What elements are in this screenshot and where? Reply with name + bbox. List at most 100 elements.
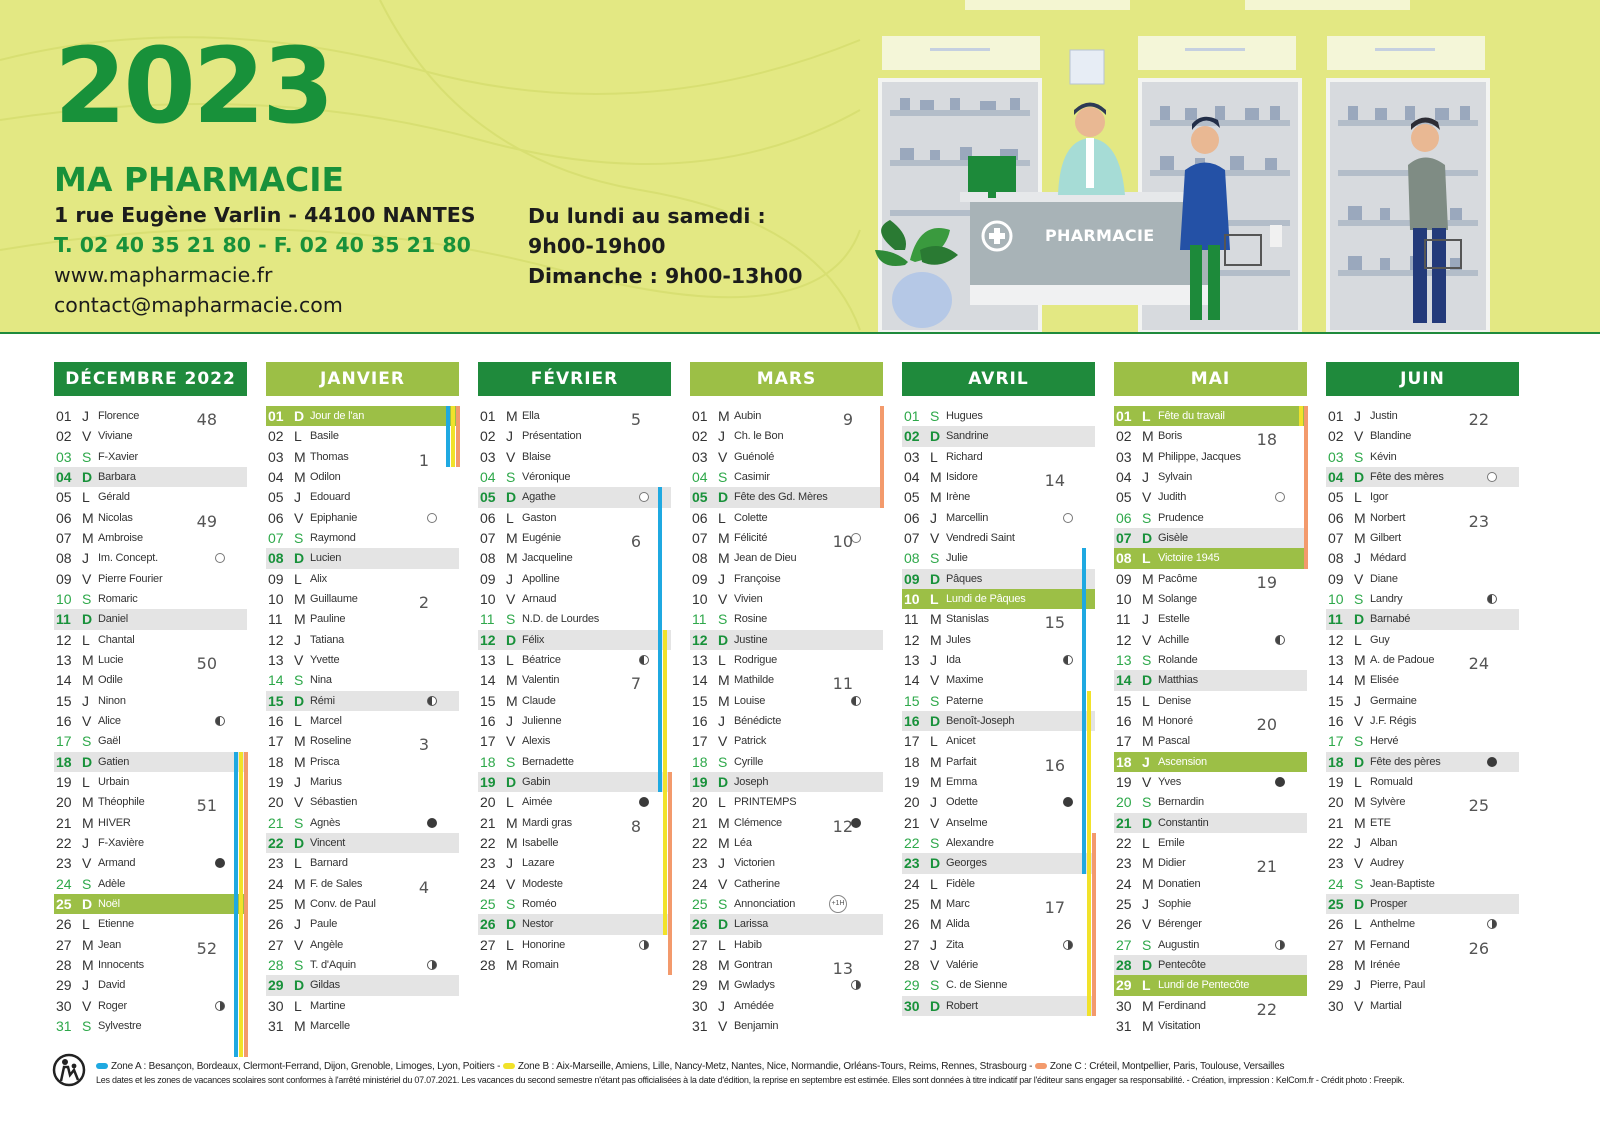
day-row[interactable]: 09 D Pâques (902, 568, 1095, 589)
day-row[interactable]: 03 L Richard (902, 447, 1095, 467)
day-row[interactable]: 20 V Sébastien (266, 792, 459, 812)
day-row[interactable]: 04 J Sylvain (1114, 467, 1307, 487)
day-row[interactable]: 19 L Urbain (54, 772, 247, 792)
day-row[interactable]: 06 S Prudence (1114, 508, 1307, 528)
day-row[interactable]: 02 V Viviane (54, 426, 247, 446)
day-row[interactable]: 04 M Odilon (266, 467, 459, 487)
day-row[interactable]: 21 M HIVER (54, 813, 247, 833)
day-row[interactable]: 13 M Lucie (54, 650, 247, 670)
day-row[interactable]: 27 M Fernand (1326, 935, 1519, 955)
day-row[interactable]: 07 V Vendredi Saint (902, 528, 1095, 548)
day-row[interactable]: 20 M Sylvère (1326, 792, 1519, 812)
day-row[interactable]: 06 J Marcellin (902, 508, 1095, 528)
day-row[interactable]: 13 J Ida (902, 650, 1095, 670)
day-row[interactable]: 23 V Audrey (1326, 853, 1519, 873)
day-row[interactable]: 27 L Honorine (478, 935, 671, 955)
day-row[interactable]: 28 M Irénée (1326, 955, 1519, 975)
day-row[interactable]: 06 V Epiphanie (266, 508, 459, 528)
day-row[interactable]: 01 M Aubin (690, 406, 883, 426)
day-row[interactable]: 31 S Sylvestre (54, 1016, 247, 1036)
day-row[interactable]: 09 M Pacôme (1114, 569, 1307, 589)
day-row[interactable]: 01 M Ella (478, 406, 671, 426)
day-row[interactable]: 30 V Roger (54, 996, 247, 1016)
day-row[interactable]: 02 J Ch. le Bon (690, 426, 883, 446)
day-row[interactable]: 14 S Nina (266, 670, 459, 690)
day-row[interactable]: 24 L Fidèle (902, 874, 1095, 894)
day-row[interactable]: 15 M Claude (478, 691, 671, 711)
day-row[interactable]: 05 D Agathe (478, 487, 671, 508)
day-row[interactable]: 04 M Isidore (902, 467, 1095, 487)
day-row[interactable]: 23 J Lazare (478, 853, 671, 873)
day-row[interactable]: 29 J Pierre, Paul (1326, 975, 1519, 995)
day-row[interactable]: 12 D Justine (690, 629, 883, 650)
day-row[interactable]: 31 M Visitation (1114, 1016, 1307, 1036)
day-row[interactable]: 02 L Basile (266, 426, 459, 446)
day-row[interactable]: 18 S Bernadette (478, 752, 671, 772)
day-row[interactable]: 15 D Rémi (266, 690, 459, 711)
day-row[interactable]: 01 J Florence (54, 406, 247, 426)
day-row[interactable]: 29 S C. de Sienne (902, 975, 1095, 995)
day-row[interactable]: 19 J Marius (266, 772, 459, 792)
day-row[interactable]: 08 S Julie (902, 548, 1095, 568)
day-row[interactable]: 19 M Emma (902, 772, 1095, 792)
day-row[interactable]: 11 M Stanislas (902, 609, 1095, 629)
day-row[interactable]: 16 J Bénédicte (690, 711, 883, 731)
day-row[interactable]: 08 J Im. Concept. (54, 548, 247, 568)
day-row[interactable]: 25 S Roméo (478, 894, 671, 914)
day-row[interactable]: 16 L Marcel (266, 711, 459, 731)
day-row[interactable]: 28 S T. d'Aquin (266, 955, 459, 975)
day-row[interactable]: 29 L Lundi de Pentecôte (1114, 975, 1307, 996)
day-row[interactable]: 10 M Guillaume (266, 589, 459, 609)
pharmacy-email[interactable]: contact@mapharmacie.com (54, 293, 343, 317)
day-row[interactable]: 11 D Daniel (54, 609, 247, 630)
day-row[interactable]: 19 V Yves (1114, 772, 1307, 792)
day-row[interactable]: 26 L Etienne (54, 914, 247, 934)
day-row[interactable]: 13 L Béatrice (478, 650, 671, 670)
day-row[interactable]: 06 M Nicolas (54, 508, 247, 528)
day-row[interactable]: 07 S Raymond (266, 528, 459, 548)
day-row[interactable]: 24 V Catherine (690, 874, 883, 894)
day-row[interactable]: 10 M Solange (1114, 589, 1307, 609)
day-row[interactable]: 29 M Gwladys (690, 975, 883, 995)
day-row[interactable]: 28 M Gontran (690, 955, 883, 975)
day-row[interactable]: 15 J Germaine (1326, 691, 1519, 711)
day-row[interactable]: 05 M Irène (902, 487, 1095, 507)
day-row[interactable]: 07 M Ambroise (54, 528, 247, 548)
day-row[interactable]: 07 M Gilbert (1326, 528, 1519, 548)
day-row[interactable]: 16 D Benoît-Joseph (902, 710, 1095, 732)
day-row[interactable]: 26 M Alida (902, 914, 1095, 934)
day-row[interactable]: 24 V Modeste (478, 874, 671, 894)
day-row[interactable]: 11 D Barnabé (1326, 609, 1519, 630)
day-row[interactable]: 22 M Isabelle (478, 833, 671, 853)
day-row[interactable]: 25 M Marc (902, 894, 1095, 914)
pharmacy-website[interactable]: www.mapharmacie.fr (54, 263, 273, 287)
day-row[interactable]: 01 J Justin (1326, 406, 1519, 426)
day-row[interactable]: 15 S Paterne (902, 691, 1095, 711)
day-row[interactable]: 05 L Gérald (54, 487, 247, 507)
day-row[interactable]: 26 D Larissa (690, 914, 883, 935)
day-row[interactable]: 10 V Vivien (690, 589, 883, 609)
day-row[interactable]: 20 M Théophile (54, 792, 247, 812)
day-row[interactable]: 27 J Zita (902, 935, 1095, 955)
day-row[interactable]: 21 M Mardi gras (478, 813, 671, 833)
day-row[interactable]: 14 M Mathilde (690, 670, 883, 690)
day-row[interactable]: 05 V Judith (1114, 487, 1307, 507)
day-row[interactable]: 20 S Bernardin (1114, 792, 1307, 812)
day-row[interactable]: 09 V Diane (1326, 569, 1519, 589)
day-row[interactable]: 26 J Paule (266, 914, 459, 934)
day-row[interactable]: 16 M Honoré (1114, 711, 1307, 731)
day-row[interactable]: 08 L Victoire 1945 (1114, 548, 1307, 569)
day-row[interactable]: 28 M Innocents (54, 955, 247, 975)
day-row[interactable]: 28 V Valérie (902, 955, 1095, 975)
day-row[interactable]: 30 L Martine (266, 996, 459, 1016)
day-row[interactable]: 18 J Ascension (1114, 751, 1307, 772)
day-row[interactable]: 21 D Constantin (1114, 812, 1307, 833)
day-row[interactable]: 13 M A. de Padoue (1326, 650, 1519, 670)
day-row[interactable]: 08 D Lucien (266, 548, 459, 569)
day-row[interactable]: 29 J David (54, 975, 247, 995)
day-row[interactable]: 17 S Gaël (54, 731, 247, 751)
day-row[interactable]: 22 S Alexandre (902, 833, 1095, 853)
day-row[interactable]: 11 J Estelle (1114, 609, 1307, 629)
day-row[interactable]: 11 M Pauline (266, 609, 459, 629)
day-row[interactable]: 19 D Gabin (478, 771, 671, 793)
